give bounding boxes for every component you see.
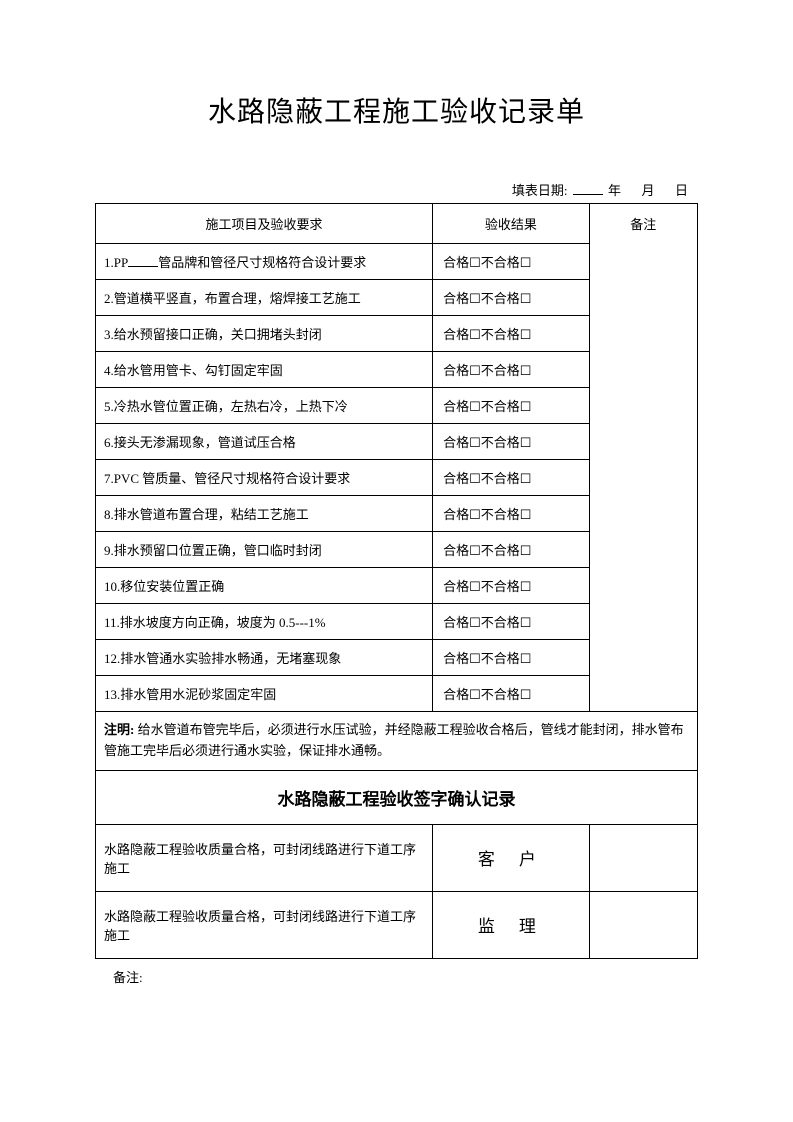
sign-supervisor-blank xyxy=(589,891,697,958)
inspection-table: 施工项目及验收要求 验收结果 备注 1.PP管品牌和管径尺寸规格符合设计要求 合… xyxy=(95,203,698,959)
result-cell: 合格☐不合格☐ xyxy=(433,316,590,352)
result-cell: 合格☐不合格☐ xyxy=(433,388,590,424)
date-line: 填表日期: 年 月 日 xyxy=(95,180,698,199)
note-text: 给水管道布管完毕后，必须进行水压试验，并经隐蔽工程验收合格后，管线才能封闭，排水… xyxy=(104,722,684,758)
item-cell: 9.排水预留口位置正确，管口临时封闭 xyxy=(96,532,433,568)
footer-note: 备注: xyxy=(95,967,698,986)
note-row: 注明: 给水管道布管完毕后，必须进行水压试验，并经隐蔽工程验收合格后，管线才能封… xyxy=(96,712,698,771)
sign-customer-label: 客户 xyxy=(433,824,590,891)
sign-row-supervisor: 水路隐蔽工程验收质量合格，可封闭线路进行下道工序施工 监理 xyxy=(96,891,698,958)
result-cell: 合格☐不合格☐ xyxy=(433,244,590,280)
item-cell: 5.冷热水管位置正确，左热右冷，上热下冷 xyxy=(96,388,433,424)
month-label: 月 xyxy=(641,183,654,198)
sign-text-cell: 水路隐蔽工程验收质量合格，可封闭线路进行下道工序施工 xyxy=(96,824,433,891)
result-cell: 合格☐不合格☐ xyxy=(433,568,590,604)
item-cell: 6.接头无渗漏现象，管道试压合格 xyxy=(96,424,433,460)
note-cell: 注明: 给水管道布管完毕后，必须进行水压试验，并经隐蔽工程验收合格后，管线才能封… xyxy=(96,712,698,771)
result-cell: 合格☐不合格☐ xyxy=(433,532,590,568)
day-label: 日 xyxy=(675,183,688,198)
sign-supervisor-label: 监理 xyxy=(433,891,590,958)
result-cell: 合格☐不合格☐ xyxy=(433,676,590,712)
header-result: 验收结果 xyxy=(433,204,590,244)
item-cell: 4.给水管用管卡、勾钉固定牢固 xyxy=(96,352,433,388)
sign-text-cell: 水路隐蔽工程验收质量合格，可封闭线路进行下道工序施工 xyxy=(96,891,433,958)
result-cell: 合格☐不合格☐ xyxy=(433,640,590,676)
item-cell: 10.移位安装位置正确 xyxy=(96,568,433,604)
result-cell: 合格☐不合格☐ xyxy=(433,496,590,532)
result-cell: 合格☐不合格☐ xyxy=(433,352,590,388)
table-header-row: 施工项目及验收要求 验收结果 备注 xyxy=(96,204,698,244)
item-cell: 2.管道横平竖直，布置合理，熔焊接工艺施工 xyxy=(96,280,433,316)
year-blank xyxy=(573,194,603,195)
result-cell: 合格☐不合格☐ xyxy=(433,460,590,496)
item-cell: 12.排水管通水实验排水畅通，无堵塞现象 xyxy=(96,640,433,676)
result-cell: 合格☐不合格☐ xyxy=(433,280,590,316)
subtitle-row: 水路隐蔽工程验收签字确认记录 xyxy=(96,770,698,824)
item-cell: 1.PP管品牌和管径尺寸规格符合设计要求 xyxy=(96,244,433,280)
note-label: 注明: xyxy=(104,722,134,737)
header-item: 施工项目及验收要求 xyxy=(96,204,433,244)
sign-row-customer: 水路隐蔽工程验收质量合格，可封闭线路进行下道工序施工 客户 xyxy=(96,824,698,891)
date-label: 填表日期: xyxy=(512,183,568,198)
result-cell: 合格☐不合格☐ xyxy=(433,424,590,460)
item-cell: 13.排水管用水泥砂浆固定牢固 xyxy=(96,676,433,712)
header-note: 备注 xyxy=(589,204,697,712)
result-cell: 合格☐不合格☐ xyxy=(433,604,590,640)
page-title: 水路隐蔽工程施工验收记录单 xyxy=(95,90,698,130)
item-cell: 11.排水坡度方向正确，坡度为 0.5---1% xyxy=(96,604,433,640)
sign-customer-blank xyxy=(589,824,697,891)
item-cell: 3.给水预留接口正确，关口拥堵头封闭 xyxy=(96,316,433,352)
year-label: 年 xyxy=(608,183,621,198)
item-cell: 8.排水管道布置合理，粘结工艺施工 xyxy=(96,496,433,532)
subtitle-cell: 水路隐蔽工程验收签字确认记录 xyxy=(96,770,698,824)
item-cell: 7.PVC 管质量、管径尺寸规格符合设计要求 xyxy=(96,460,433,496)
